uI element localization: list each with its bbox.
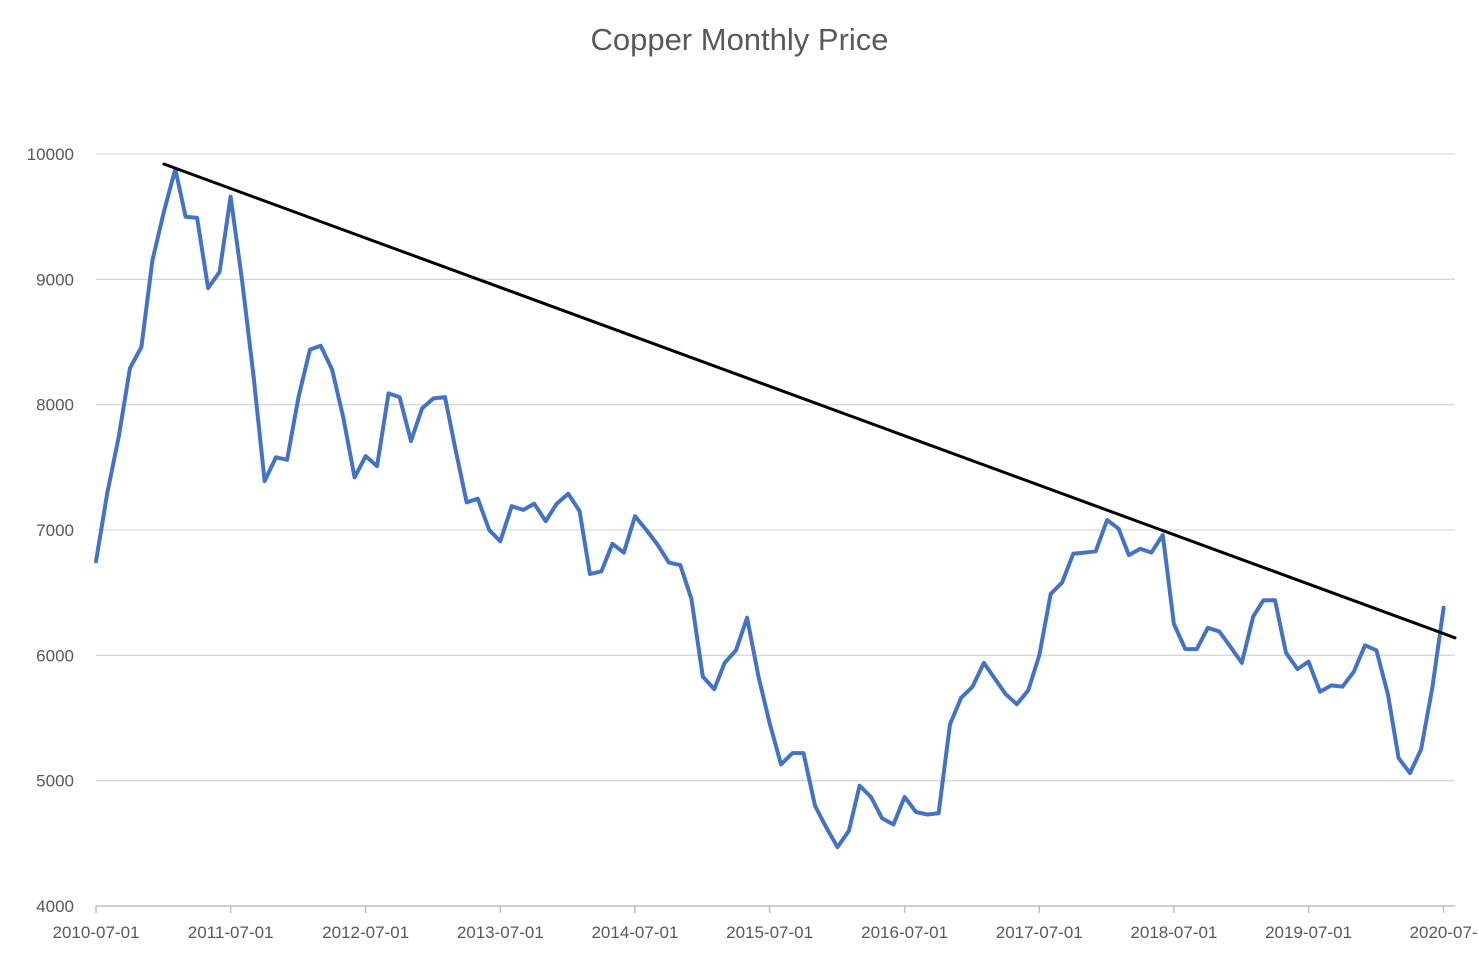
x-tick-label: 2017-07-01 [996, 923, 1083, 942]
y-tick-label: 8000 [36, 396, 74, 415]
series-lines [94, 162, 1457, 850]
x-tick-label: 2014-07-01 [591, 923, 678, 942]
x-axis-tick-labels: 2010-07-01 2011-07-01 2012-07-01 2013-07-01… [53, 923, 1478, 942]
y-tick-label: 9000 [36, 270, 74, 289]
series-line-trend [162, 162, 1457, 640]
x-tick-label: 2020-07- [1410, 923, 1478, 942]
x-tick-label: 2015-07-01 [726, 923, 813, 942]
chart-title: Copper Monthly Price [590, 22, 889, 57]
x-tick-label: 2013-07-01 [457, 923, 544, 942]
y-tick-label: 10000 [27, 145, 74, 164]
gridlines [96, 153, 1455, 782]
x-tick-label: 2019-07-01 [1265, 923, 1352, 942]
y-axis-tick-labels: 4000 5000 6000 7000 8000 9000 10000 [27, 145, 74, 916]
y-tick-label: 6000 [36, 646, 74, 665]
y-tick-label: 5000 [36, 772, 74, 791]
x-axis [95, 905, 1455, 913]
x-tick-label: 2011-07-01 [188, 923, 274, 942]
x-tick-label: 2010-07-01 [53, 923, 140, 942]
x-tick-label: 2018-07-01 [1130, 923, 1217, 942]
y-tick-label: 4000 [36, 897, 74, 916]
series-line-price [94, 167, 1446, 850]
x-tick-label: 2016-07-01 [861, 923, 948, 942]
y-tick-label: 7000 [36, 521, 74, 540]
x-tick-label: 2012-07-01 [322, 923, 409, 942]
